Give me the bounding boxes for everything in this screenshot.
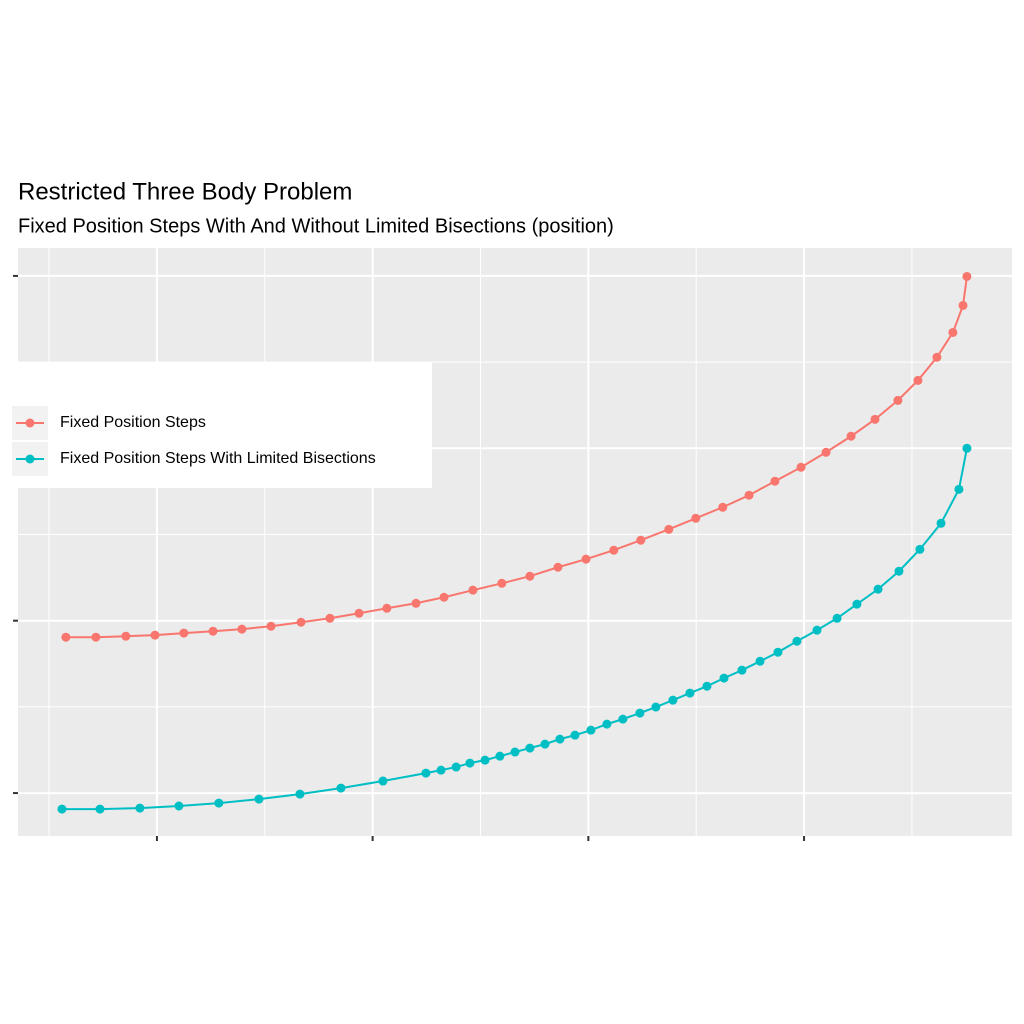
data-point bbox=[586, 725, 596, 735]
data-point bbox=[570, 730, 580, 740]
data-point bbox=[948, 327, 958, 337]
data-point bbox=[685, 688, 695, 698]
data-point bbox=[61, 632, 71, 642]
data-point bbox=[609, 545, 619, 555]
data-point bbox=[95, 804, 105, 814]
data-point bbox=[378, 776, 388, 786]
data-point bbox=[266, 621, 276, 631]
data-point bbox=[958, 300, 968, 310]
data-point bbox=[796, 462, 806, 472]
data-point bbox=[702, 681, 712, 691]
legend-box bbox=[12, 362, 432, 488]
data-point bbox=[636, 535, 646, 545]
data-point bbox=[553, 562, 563, 572]
data-point bbox=[135, 803, 145, 813]
data-point bbox=[510, 747, 520, 757]
data-point bbox=[602, 719, 612, 729]
data-point bbox=[336, 783, 346, 793]
data-point bbox=[737, 665, 747, 675]
data-point bbox=[635, 708, 645, 718]
data-point bbox=[468, 585, 478, 595]
data-point bbox=[893, 395, 903, 405]
legend-key bbox=[25, 418, 35, 428]
data-point bbox=[581, 554, 591, 564]
data-point bbox=[846, 431, 856, 441]
data-point bbox=[719, 673, 729, 683]
data-point bbox=[179, 628, 189, 638]
data-point bbox=[812, 625, 822, 635]
data-point bbox=[465, 758, 475, 768]
data-point bbox=[121, 631, 131, 641]
data-point bbox=[664, 524, 674, 534]
data-point bbox=[691, 513, 701, 523]
data-point bbox=[451, 762, 461, 772]
data-point bbox=[214, 798, 224, 808]
data-point bbox=[295, 789, 305, 799]
data-point bbox=[770, 476, 780, 486]
data-point bbox=[354, 608, 364, 618]
data-point bbox=[411, 598, 421, 608]
data-point bbox=[894, 566, 904, 576]
data-point bbox=[436, 765, 446, 775]
data-point bbox=[821, 447, 831, 457]
data-point bbox=[382, 603, 392, 613]
data-point bbox=[618, 714, 628, 724]
series-line bbox=[65, 276, 968, 639]
panel bbox=[18, 248, 1012, 836]
data-point bbox=[936, 518, 946, 528]
data-point bbox=[497, 578, 507, 588]
data-point bbox=[718, 502, 728, 512]
data-point bbox=[555, 734, 565, 744]
data-point bbox=[792, 636, 802, 646]
legend-key bbox=[25, 454, 35, 464]
data-point bbox=[852, 599, 862, 609]
data-point bbox=[91, 632, 101, 642]
data-point bbox=[540, 739, 550, 749]
data-point bbox=[325, 613, 335, 623]
data-point bbox=[525, 743, 535, 753]
chart-title: Restricted Three Body Problem bbox=[18, 178, 352, 205]
data-point bbox=[296, 617, 306, 627]
legend-label: Fixed Position Steps bbox=[60, 414, 206, 431]
data-point bbox=[932, 352, 942, 362]
data-point bbox=[870, 414, 880, 424]
data-point bbox=[954, 484, 964, 494]
data-point bbox=[495, 751, 505, 761]
data-point bbox=[832, 613, 842, 623]
data-point bbox=[480, 755, 490, 765]
data-point bbox=[873, 584, 883, 594]
data-point bbox=[773, 647, 783, 657]
data-point bbox=[150, 630, 160, 640]
data-point bbox=[525, 571, 535, 581]
data-point bbox=[651, 702, 661, 712]
data-point bbox=[913, 375, 923, 385]
data-point bbox=[254, 794, 264, 804]
data-point bbox=[915, 544, 925, 554]
chart-subtitle: Fixed Position Steps With And Without Li… bbox=[18, 215, 614, 237]
data-point bbox=[57, 804, 67, 814]
data-point bbox=[208, 626, 218, 636]
data-point bbox=[421, 768, 431, 778]
data-point bbox=[237, 624, 247, 634]
data-point bbox=[668, 695, 678, 705]
legend-label: Fixed Position Steps With Limited Bisect… bbox=[60, 450, 376, 467]
data-point bbox=[755, 656, 765, 666]
data-point bbox=[744, 490, 754, 500]
data-point bbox=[962, 271, 972, 281]
data-point bbox=[439, 592, 449, 602]
data-point bbox=[962, 443, 972, 453]
data-point bbox=[174, 801, 184, 811]
